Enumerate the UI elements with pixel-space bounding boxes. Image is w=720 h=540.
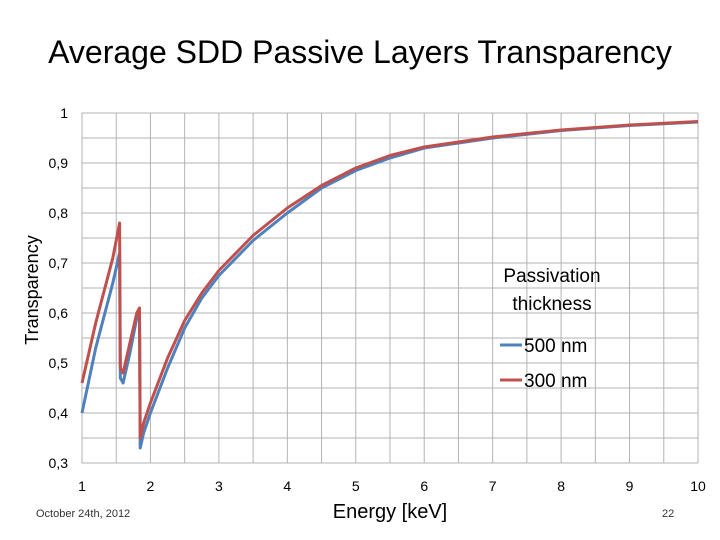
x-tick-label: 8 bbox=[557, 478, 565, 494]
y-tick-label: 0,7 bbox=[49, 255, 69, 271]
legend-title-line1: Passivation bbox=[503, 266, 600, 287]
x-tick-label: 7 bbox=[489, 478, 497, 494]
x-tick-label: 3 bbox=[215, 478, 223, 494]
grid bbox=[81, 112, 699, 464]
y-axis-label: Transparency bbox=[22, 235, 42, 344]
x-tick-label: 1 bbox=[78, 478, 86, 494]
y-tick-label: 0,8 bbox=[49, 205, 69, 221]
y-tick-label: 0,4 bbox=[49, 405, 69, 421]
footer-date: October 24th, 2012 bbox=[36, 508, 131, 520]
x-tick-label: 4 bbox=[283, 478, 291, 494]
legend-title-line2: thickness bbox=[512, 294, 591, 315]
x-tick-label: 9 bbox=[626, 478, 634, 494]
x-axis-label: Energy [keV] bbox=[333, 501, 448, 523]
legend-label-300nm: 300 nm bbox=[524, 371, 587, 392]
series bbox=[80, 120, 699, 450]
legend-label-500nm: 500 nm bbox=[524, 336, 587, 357]
series-line-300nm bbox=[80, 120, 699, 440]
legend: Passivation thickness 500 nm 300 nm bbox=[500, 266, 601, 392]
x-tick-label: 10 bbox=[690, 478, 706, 494]
page-number: 22 bbox=[662, 508, 675, 520]
x-tick-label: 2 bbox=[147, 478, 155, 494]
x-tick-label: 5 bbox=[352, 478, 360, 494]
y-tick-label: 1 bbox=[60, 105, 68, 121]
y-tick-label: 0,6 bbox=[49, 305, 69, 321]
y-tick-label: 0,9 bbox=[49, 155, 69, 171]
y-tick-label: 0,5 bbox=[49, 355, 69, 371]
x-tick-label: 6 bbox=[420, 478, 428, 494]
y-tick-label: 0,3 bbox=[49, 455, 69, 471]
chart-title: Average SDD Passive Layers Transparency bbox=[48, 34, 672, 70]
axis-ticks: 1 2 3 4 5 6 7 8 9 10 0,3 0,4 0,5 0,6 0,7 0,8 0,9 1 bbox=[49, 105, 706, 494]
